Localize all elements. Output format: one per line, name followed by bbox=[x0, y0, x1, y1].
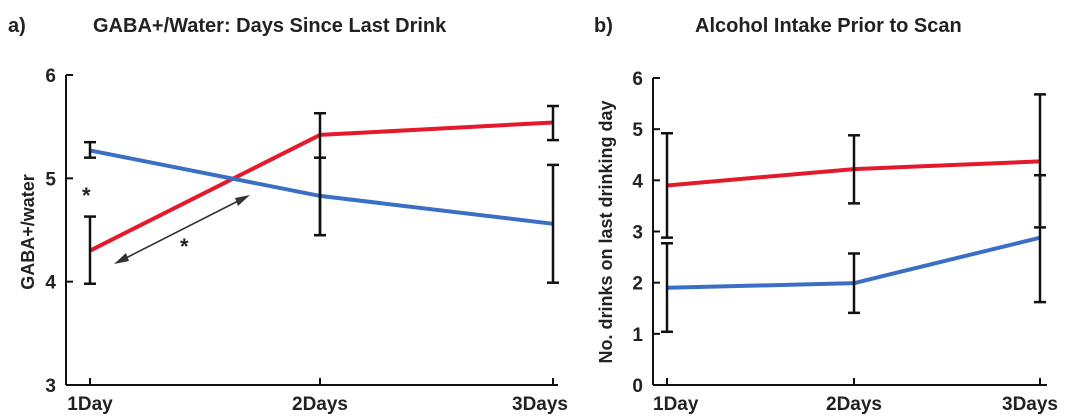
chart-b-y-axis-label: No. drinks on last drinking day bbox=[596, 100, 616, 363]
y-tick-label: 0 bbox=[632, 376, 643, 397]
chart-a-annotations: * * bbox=[82, 183, 250, 264]
y-tick-label: 4 bbox=[45, 273, 56, 294]
x-tick-label: 2Days bbox=[292, 394, 348, 415]
panel-b-label: b) bbox=[594, 15, 613, 37]
chart-a-y-axis-label: GABA+/water bbox=[18, 174, 38, 290]
y-tick-label: 5 bbox=[45, 169, 56, 190]
chart-b-error-bars bbox=[661, 93, 1046, 334]
significance-star-1day: * bbox=[82, 183, 91, 208]
chart-panel-b: b) Alcohol Intake Prior to Scan No. drin… bbox=[594, 15, 1058, 415]
chart-a-error-bars bbox=[84, 104, 559, 285]
y-tick-label: 3 bbox=[632, 223, 643, 244]
y-tick-label: 5 bbox=[632, 120, 643, 141]
chart-a-series bbox=[89, 120, 554, 253]
series-line-blue bbox=[89, 148, 554, 226]
y-tick-label: 4 bbox=[632, 171, 643, 192]
y-tick-label: 6 bbox=[632, 69, 643, 90]
y-tick-label: 1 bbox=[632, 325, 643, 346]
x-tick-label: 2Days bbox=[826, 394, 882, 415]
y-tick-label: 2 bbox=[632, 274, 643, 295]
x-tick-label: 1Day bbox=[67, 394, 113, 415]
chart-panel-a: a) GABA+/Water: Days Since Last Drink GA… bbox=[8, 15, 568, 415]
significance-arrow bbox=[117, 196, 247, 263]
y-tick-label: 6 bbox=[45, 66, 56, 87]
chart-a-axes bbox=[65, 74, 558, 386]
chart-b-tick-labels: 0 1 2 3 4 5 6 1Day 2Days 3Days bbox=[632, 69, 1058, 415]
y-tick-label: 3 bbox=[45, 376, 56, 397]
chart-a-tick-labels: 3 4 5 6 1Day 2Days 3Days bbox=[45, 66, 568, 415]
arrowhead-right bbox=[235, 195, 250, 206]
arrowhead-left bbox=[114, 253, 129, 264]
chart-b-title: Alcohol Intake Prior to Scan bbox=[695, 15, 962, 37]
chart-a-title: GABA+/Water: Days Since Last Drink bbox=[93, 15, 447, 37]
x-tick-label: 3Days bbox=[512, 394, 568, 415]
x-tick-label: 1Day bbox=[653, 394, 699, 415]
panel-a-label: a) bbox=[8, 15, 26, 37]
series-line-red bbox=[89, 120, 554, 253]
chart-b-axes bbox=[652, 77, 1047, 386]
significance-star-arrow: * bbox=[180, 234, 189, 259]
x-tick-label: 3Days bbox=[1002, 394, 1058, 415]
